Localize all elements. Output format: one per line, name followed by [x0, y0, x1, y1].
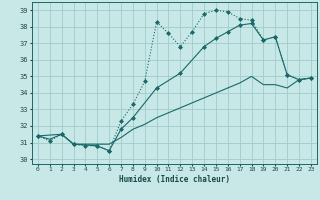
X-axis label: Humidex (Indice chaleur): Humidex (Indice chaleur): [119, 175, 230, 184]
